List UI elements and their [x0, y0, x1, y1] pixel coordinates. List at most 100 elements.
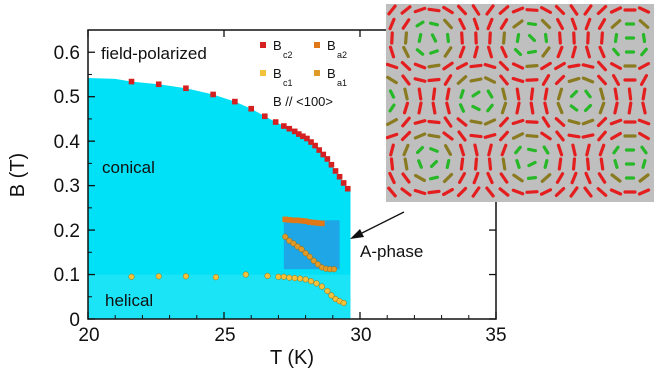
- spin-arrow: [517, 103, 519, 113]
- spin-arrow: [517, 161, 519, 168]
- spin-arrow: [448, 35, 449, 42]
- spin-arrow: [546, 35, 547, 42]
- data-point-bc2: [248, 106, 254, 112]
- data-point-bc1: [297, 276, 303, 282]
- spin-arrow: [569, 135, 579, 137]
- x-tick-label: 20: [78, 325, 99, 346]
- spin-arrow: [615, 89, 617, 99]
- data-point-bc2: [341, 180, 347, 186]
- spin-arrow: [503, 159, 505, 169]
- spin-arrow: [560, 33, 561, 43]
- legend-label-ba2: B: [327, 38, 336, 53]
- spin-arrow: [471, 65, 481, 66]
- spin-arrow: [429, 9, 439, 10]
- a-phase-arrow: [362, 212, 404, 233]
- spin-arrow: [615, 103, 617, 113]
- region-label-a-phase: A-phase: [360, 242, 423, 261]
- legend-sub-bc2: c2: [283, 50, 293, 60]
- spin-arrow: [405, 159, 407, 169]
- data-point-bc1: [276, 274, 282, 280]
- data-point-bc1: [243, 272, 249, 278]
- data-point-bc2: [333, 168, 339, 174]
- y-tick-label: 0.5: [54, 87, 80, 108]
- spin-arrow: [643, 161, 645, 168]
- spin-arrow: [531, 103, 533, 113]
- spin-arrow: [583, 65, 593, 67]
- data-point-bc1: [314, 281, 320, 287]
- spin-arrow: [559, 159, 560, 169]
- data-point-bc1: [325, 288, 331, 294]
- spin-arrow: [601, 159, 602, 169]
- data-point-ba2: [319, 221, 325, 227]
- field-direction-annotation: B // <100>: [273, 94, 333, 109]
- data-point-bc1: [319, 284, 325, 290]
- spin-arrow: [529, 24, 536, 25]
- region-label-helical: helical: [105, 291, 153, 310]
- data-point-bc1: [265, 273, 271, 279]
- spin-arrow: [529, 178, 536, 179]
- spin-arrow: [643, 103, 645, 113]
- spin-arrow: [431, 177, 438, 179]
- legend-marker-bc2: [260, 42, 266, 48]
- spin-arrow: [615, 161, 617, 168]
- x-tick-label: 35: [485, 325, 506, 346]
- x-tick-label: 25: [214, 325, 235, 346]
- x-tick-label: 30: [350, 325, 371, 346]
- spin-arrow: [429, 135, 439, 137]
- spin-arrow: [527, 192, 537, 193]
- data-point-bc1: [156, 274, 162, 280]
- spin-arrow: [527, 10, 537, 11]
- spin-arrow: [490, 159, 491, 169]
- y-tick-label: 0.3: [54, 176, 80, 197]
- data-point-bc2: [329, 162, 335, 168]
- a-phase-arrowhead: [350, 229, 364, 239]
- legend: B c2 B a2 B c1 B a1 B // <100>: [260, 38, 347, 109]
- legend-label-bc1: B: [273, 66, 282, 81]
- data-point-bc2: [156, 81, 162, 87]
- data-point-bc2: [286, 126, 292, 132]
- data-point-bc1: [281, 274, 287, 280]
- legend-marker-ba2: [314, 42, 320, 48]
- data-point-bc1: [341, 300, 347, 306]
- region-label-conical: conical: [102, 158, 155, 177]
- legend-label-ba1: B: [327, 66, 336, 81]
- spin-arrow: [529, 149, 536, 150]
- data-point-bc1: [183, 274, 189, 280]
- data-point-bc2: [262, 113, 268, 119]
- data-point-bc2: [325, 156, 331, 162]
- x-axis-title: T (K): [270, 347, 314, 369]
- data-point-bc1: [303, 277, 309, 283]
- spin-arrow: [461, 91, 463, 98]
- spin-arrow: [419, 35, 420, 42]
- spin-arrow: [583, 135, 593, 137]
- spin-arrow: [616, 35, 617, 42]
- data-point-bc1: [213, 274, 219, 280]
- spin-arrow: [392, 33, 393, 43]
- data-point-bc1: [129, 274, 135, 280]
- y-tick-label: 0.2: [54, 221, 80, 242]
- data-point-ba1: [331, 266, 337, 272]
- spin-arrow: [429, 121, 439, 122]
- y-tick-label: 0: [69, 310, 80, 331]
- spin-arrow: [405, 89, 407, 99]
- region-label-field-polarized: field-polarized: [101, 44, 207, 63]
- spin-arrow: [504, 33, 505, 43]
- data-point-bc2: [210, 92, 216, 98]
- y-tick-label: 0.6: [54, 43, 80, 64]
- spin-arrow: [471, 121, 481, 123]
- legend-label-bc2: B: [273, 38, 282, 53]
- spin-arrow: [461, 159, 462, 169]
- spin-arrow: [433, 89, 434, 99]
- data-point-bc2: [232, 99, 238, 105]
- spin-arrow: [429, 191, 439, 192]
- spin-arrow: [527, 136, 537, 137]
- spin-arrow: [429, 80, 439, 81]
- spin-arrow: [527, 122, 537, 123]
- data-point-bc2: [281, 123, 287, 129]
- legend-marker-ba1: [314, 70, 320, 76]
- spin-arrow: [531, 89, 532, 99]
- spin-arrow: [588, 159, 589, 169]
- data-point-bc1: [292, 275, 298, 281]
- spin-arrow: [629, 103, 631, 113]
